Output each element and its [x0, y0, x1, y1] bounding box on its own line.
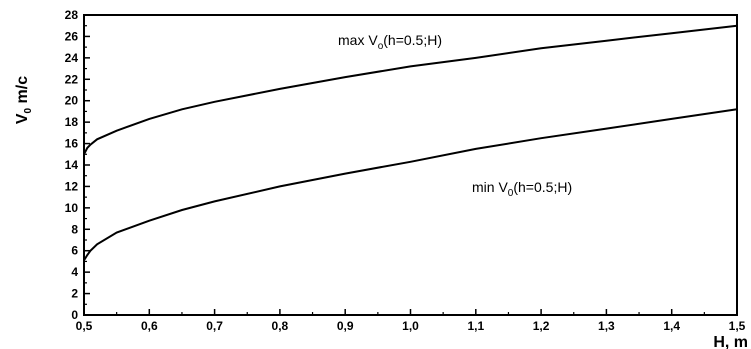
y-tick-label-9: 18: [65, 115, 79, 129]
y-tick-label-8: 16: [65, 137, 79, 151]
series-line-min: [83, 108, 738, 261]
y-tick-label-2: 4: [71, 265, 78, 279]
y-tick-label-10: 20: [65, 94, 79, 108]
x-tick-label-8: 1,3: [598, 319, 615, 333]
y-tick-label-4: 8: [71, 222, 78, 236]
y-tick-label-1: 2: [71, 287, 78, 301]
y-tick-label-11: 22: [65, 72, 79, 86]
x-tick-label-5: 1,0: [402, 319, 419, 333]
y-tick-label-7: 14: [65, 158, 79, 172]
y-tick-label-14: 28: [65, 8, 79, 22]
x-tick-label-3: 0,8: [272, 319, 289, 333]
y-tick-label-3: 6: [71, 244, 78, 258]
y-tick-label-12: 24: [65, 51, 79, 65]
x-tick-label-10: 1,5: [729, 319, 746, 333]
series-label-min: min V0(h=0.5;H): [472, 179, 572, 199]
x-tick-label-9: 1,4: [663, 319, 680, 333]
y-tick-label-13: 26: [65, 29, 79, 43]
x-tick-label-4: 0,9: [337, 319, 354, 333]
y-tick-label-6: 12: [65, 179, 79, 193]
x-tick-label-6: 1,1: [467, 319, 484, 333]
x-tick-label-2: 0,7: [206, 319, 223, 333]
x-axis-title: H, m: [713, 334, 748, 349]
y-tick-label-0: 0: [71, 308, 78, 322]
plot-frame: [83, 14, 738, 316]
x-tick-label-1: 0,6: [141, 319, 158, 333]
series-label-max: max Vo(h=0.5;H): [338, 32, 442, 52]
x-tick-label-7: 1,2: [533, 319, 550, 333]
y-tick-label-5: 10: [65, 201, 79, 215]
x-tick-label-0: 0,5: [76, 319, 93, 333]
y-axis-title: V0 m/c: [14, 76, 34, 124]
series-line-max: [83, 24, 738, 155]
